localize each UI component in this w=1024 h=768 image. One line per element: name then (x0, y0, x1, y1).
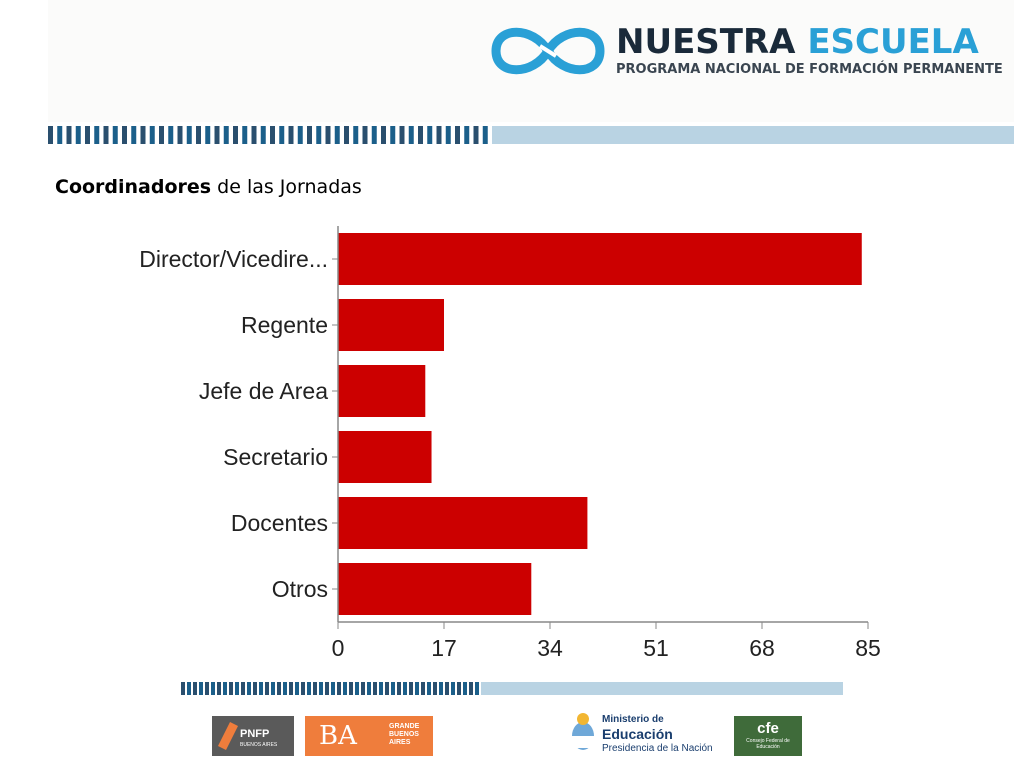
ministerio-line1: Ministerio de (602, 714, 664, 725)
slide-title: Coordinadores de las Jornadas (55, 176, 362, 198)
bar-3 (338, 431, 432, 483)
header-band (48, 0, 1014, 122)
ba-small-label: GRANDE BUENOS AIRES (389, 723, 420, 746)
x-tick-label-1: 17 (431, 635, 457, 661)
ba-logo: BA GRANDE BUENOS AIRES (305, 716, 433, 756)
infinity-logo-icon (491, 27, 605, 75)
ministerio-logo: Ministerio de Educación Presidencia de l… (568, 710, 718, 760)
slide-title-rest: de las Jornadas (211, 176, 362, 198)
x-tick-label-0: 0 (332, 635, 345, 661)
cfe-label: cfe (757, 720, 779, 737)
bar-4 (338, 497, 588, 549)
pnfp-logo: PNFP BUENOS AIRES (212, 716, 294, 756)
ba-label: BA (319, 721, 357, 751)
x-tick-label-4: 68 (749, 635, 775, 661)
logo-title: NUESTRA ESCUELA (616, 22, 979, 62)
bar-0 (338, 233, 862, 285)
coat-of-arms-icon (572, 713, 594, 750)
nuestra-escuela-logo: NUESTRA ESCUELA PROGRAMA NACIONAL DE FOR… (488, 16, 1003, 86)
y-tick-label-1: Regente (241, 312, 328, 338)
x-tick-label-3: 51 (643, 635, 669, 661)
bar-2 (338, 365, 426, 417)
bar-1 (338, 299, 444, 351)
logo-title-main: NUESTRA (616, 22, 808, 62)
y-tick-label-4: Docentes (231, 510, 328, 536)
slide-title-bold: Coordinadores (55, 176, 212, 198)
x-tick-label-5: 85 (855, 635, 881, 661)
y-tick-label-5: Otros (272, 576, 328, 602)
top-stripe-divider (48, 126, 1014, 144)
cfe-sub: Consejo Federal de Educación (746, 738, 790, 750)
pnfp-sub: BUENOS AIRES (240, 742, 278, 748)
bottom-stripe-divider (181, 682, 843, 695)
logo-title-accent: ESCUELA (807, 22, 979, 62)
ministerio-line2: Educación (602, 726, 673, 742)
bar-5 (338, 563, 532, 615)
pnfp-label: PNFP (240, 728, 270, 740)
cfe-logo: cfe Consejo Federal de Educación (734, 716, 802, 756)
bar-chart: Director/Vicedire... Regente Jefe de Area S… (139, 226, 881, 661)
ministerio-line3: Presidencia de la Nación (602, 743, 713, 754)
y-tick-label-0: Director/Vicedire... (139, 246, 328, 272)
y-tick-label-3: Secretario (223, 444, 328, 470)
pnfp-emblem-icon (218, 722, 238, 750)
x-tick-label-2: 34 (537, 635, 563, 661)
logo-subtitle: PROGRAMA NACIONAL DE FORMACIÓN PERMANENT… (616, 62, 1003, 77)
y-tick-label-2: Jefe de Area (199, 378, 328, 404)
